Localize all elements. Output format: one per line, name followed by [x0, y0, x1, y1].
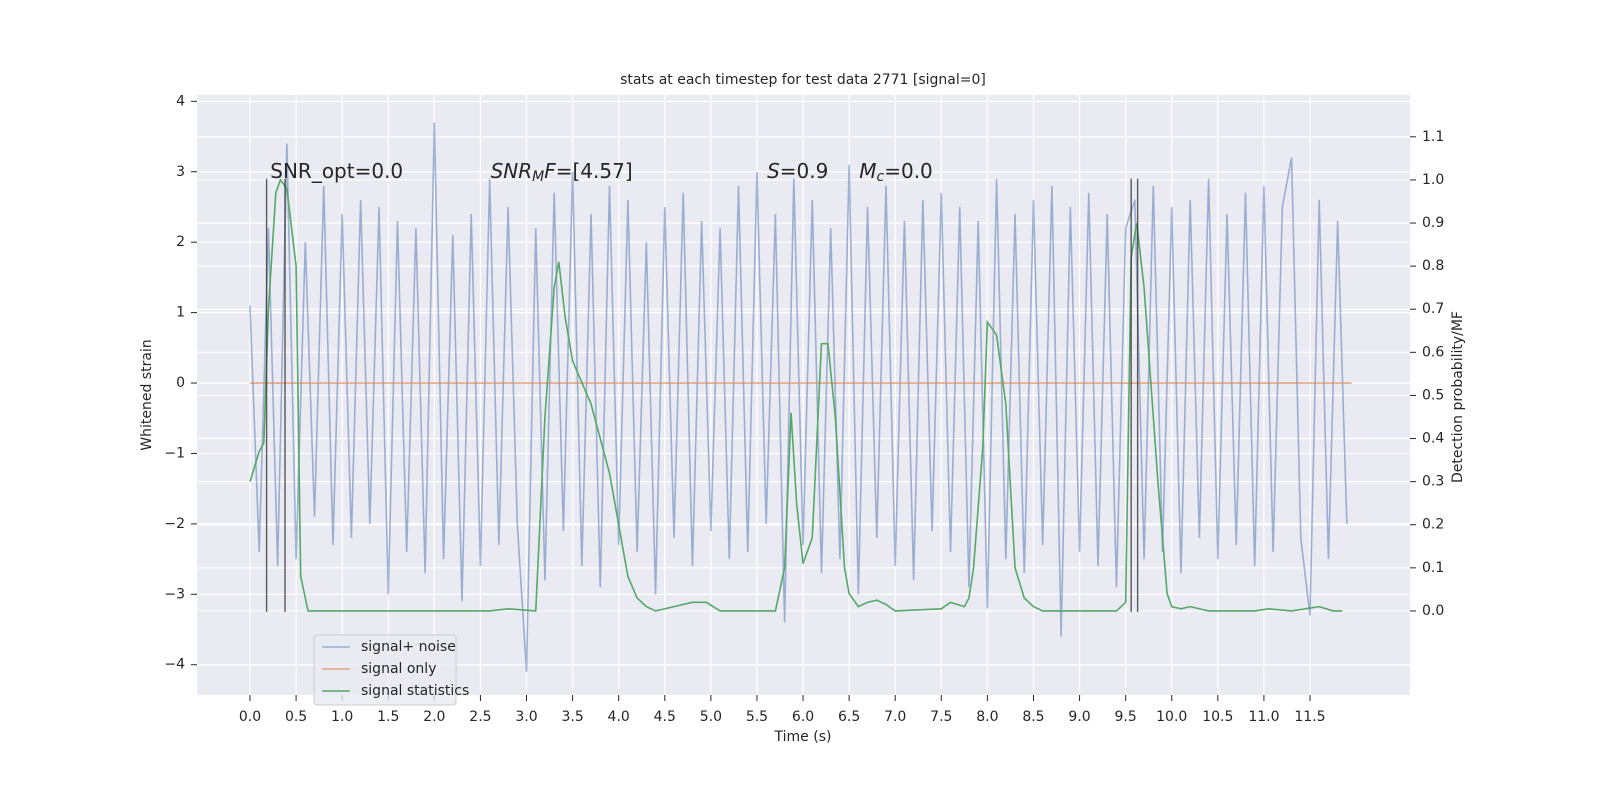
x-tick-label: 5.5	[746, 709, 768, 725]
annotation: S=0.9	[767, 158, 828, 182]
annotation: SNRMF=[4.57]	[491, 158, 633, 185]
x-tick-label: 5.0	[700, 709, 722, 725]
x-tick-label: 10.5	[1202, 709, 1233, 725]
y2-tick-label: 0.6	[1422, 344, 1444, 360]
y2-axis-label: Detection probability/MF	[1450, 311, 1466, 483]
x-tick-label: 3.5	[561, 709, 583, 725]
x-tick-label: 1.0	[331, 709, 353, 725]
annotation: SNR_opt=0.0	[270, 158, 403, 182]
y-tick-label: 0	[176, 375, 185, 391]
x-tick-label: 0.5	[285, 709, 307, 725]
legend-box	[313, 634, 457, 706]
y2-tick-label: 0.8	[1422, 258, 1444, 274]
y2-tick-label: 0.3	[1422, 474, 1444, 490]
x-tick-label: 8.5	[1022, 709, 1044, 725]
x-tick-label: 9.5	[1115, 709, 1137, 725]
y2-tick-label: 0.9	[1422, 215, 1444, 231]
chart-title: stats at each timestep for test data 277…	[620, 72, 986, 88]
x-tick-label: 11.5	[1294, 709, 1325, 725]
x-tick-label: 2.0	[423, 709, 445, 725]
series-line	[249, 122, 1348, 672]
x-tick-label: 3.0	[515, 709, 537, 725]
annotation-part: =0.9	[780, 158, 829, 182]
annotation-part: M	[532, 169, 544, 185]
y-tick-label: −2	[164, 516, 185, 532]
y2-tick-label: 0.1	[1422, 560, 1444, 576]
y-tick-label: −1	[164, 445, 185, 461]
y2-tick-label: 0.4	[1422, 431, 1444, 447]
annotation-part: =0.0	[884, 158, 933, 182]
y2-tick-label: 0.5	[1422, 387, 1444, 403]
x-tick-label: 7.5	[930, 709, 952, 725]
x-tick-label: 6.0	[792, 709, 814, 725]
y-tick-label: −4	[164, 657, 185, 673]
x-tick-label: 1.5	[377, 709, 399, 725]
x-tick-label: 6.5	[838, 709, 860, 725]
annotation-part: S	[767, 158, 780, 182]
annotation: Mc=0.0	[859, 158, 933, 185]
x-tick-label: 10.0	[1156, 709, 1187, 725]
y2-tick-label: 1.0	[1422, 172, 1444, 188]
annotation-part: M	[859, 158, 876, 182]
legend-label: signal only	[361, 661, 436, 677]
x-tick-label: 11.0	[1248, 709, 1279, 725]
y-axis-label: Whitened strain	[139, 339, 155, 450]
annotation-part: SNR_opt=0.0	[270, 158, 403, 182]
x-tick-label: 2.5	[469, 709, 491, 725]
x-tick-label: 4.0	[608, 709, 630, 725]
y-tick-label: 3	[176, 164, 185, 180]
x-tick-label: 9.0	[1068, 709, 1090, 725]
x-tick-label: 0.0	[239, 709, 261, 725]
x-tick-label: 4.5	[654, 709, 676, 725]
y2-tick-label: 0.2	[1422, 517, 1444, 533]
legend: signal+ noise signal only signal statistic…	[313, 634, 469, 706]
legend-label: signal+ noise	[361, 639, 456, 655]
legend-label: signal statistics	[361, 683, 469, 699]
annotation-part: SNR	[491, 158, 533, 182]
x-tick-label: 8.0	[976, 709, 998, 725]
y2-tick-label: 1.1	[1422, 129, 1444, 145]
y-tick-label: 4	[176, 93, 185, 109]
y2-tick-label: 0.7	[1422, 301, 1444, 317]
y-tick-label: −3	[164, 586, 185, 602]
y-tick-label: 1	[176, 305, 185, 321]
x-tick-label: 7.0	[884, 709, 906, 725]
annotation-part: =[4.57]	[556, 158, 633, 182]
x-axis-label: Time (s)	[774, 729, 832, 745]
annotation-part: c	[877, 169, 885, 185]
y-tick-label: 2	[176, 234, 185, 250]
y2-tick-label: 0.0	[1422, 603, 1444, 619]
annotation-part: F	[544, 158, 556, 182]
